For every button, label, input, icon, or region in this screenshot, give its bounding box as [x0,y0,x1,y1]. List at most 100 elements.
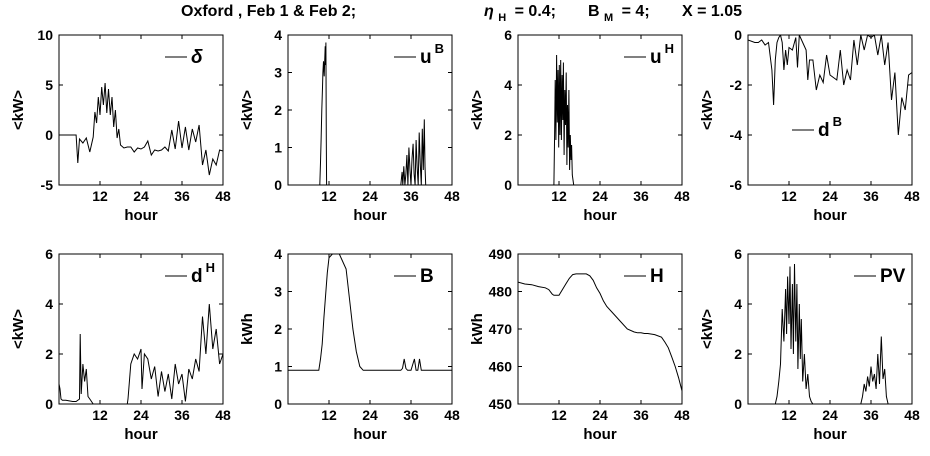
panel-1: 12 24 36 48 -5 0 5 10 hour <kW> δ [10,27,231,224]
x-tick-label: 12 [92,407,108,423]
x-tick-label: 48 [215,188,231,204]
panel-4: 12 24 36 48 -6 -4 -2 0 hour <kW> d B [699,27,920,224]
y-tick-label: 0 [274,396,282,412]
y-axis-label: <kW> [699,90,716,130]
legend-label: δ [191,47,203,68]
x-axis-label: hour [583,207,616,224]
x-tick-label: 24 [362,188,378,204]
x-tick-label: 24 [592,188,608,204]
x-tick-label: 36 [863,188,879,204]
y-tick-label: -6 [730,177,743,193]
y-tick-label: 480 [489,284,513,300]
y-tick-label: 10 [37,27,53,43]
x-tick-label: 24 [362,407,378,423]
x-tick-label: 12 [781,407,797,423]
x-tick-label: 36 [863,407,879,423]
y-tick-label: 490 [489,246,513,262]
y-tick-label: 1 [274,359,282,375]
series-line-1 [748,263,912,404]
y-tick-label: -4 [730,127,743,143]
x-tick-label: 12 [321,407,337,423]
x-axis-label: hour [353,426,386,443]
x-tick-label: 12 [551,188,567,204]
x-axis-label: hour [124,426,157,443]
y-tick-label: 4 [504,77,512,93]
series-line-1 [288,254,452,371]
y-tick-label: 4 [274,246,282,262]
y-tick-label: 1 [274,140,282,156]
x-tick-label: 48 [444,188,460,204]
series-line-1 [518,54,682,185]
y-axis-label: kWh [239,313,256,345]
x-tick-label: 48 [674,188,690,204]
legend-label: PV [880,266,906,287]
y-axis-label: <kW> [469,90,486,130]
x-tick-label: 48 [215,407,231,423]
y-axis-label: <kW> [10,90,27,130]
legend-label: H [650,266,664,287]
x-tick-label: 12 [321,188,337,204]
x-axis-label: hour [353,207,386,224]
x-tick-label: 48 [904,407,920,423]
panel-7: 12 24 36 48 450 460 470 480 490 hour kWh H [469,246,690,443]
x-tick-label: 12 [551,407,567,423]
y-tick-label: 6 [734,246,742,262]
x-tick-label: 36 [403,407,419,423]
x-tick-label: 24 [133,407,149,423]
x-tick-label: 36 [174,407,190,423]
x-axis-label: hour [583,426,616,443]
x-axis-label: hour [813,426,846,443]
y-tick-label: 5 [45,77,53,93]
series-line-2 [400,119,427,185]
y-tick-label: 2 [504,127,512,143]
y-tick-label: 3 [274,284,282,300]
y-tick-label: 2 [274,102,282,118]
series-line-1 [288,42,452,185]
y-tick-label: 470 [489,321,513,337]
y-tick-label: 6 [45,246,53,262]
x-axis-label: hour [124,207,157,224]
x-axis-label: hour [813,207,846,224]
y-tick-label: 4 [274,27,282,43]
plot-frame [747,34,913,186]
x-tick-label: 24 [592,407,608,423]
x-tick-label: 48 [674,407,690,423]
x-tick-label: 12 [92,188,108,204]
x-tick-label: 36 [633,188,649,204]
series-line-1 [59,82,223,176]
y-tick-label: 2 [274,321,282,337]
y-tick-label: -5 [41,177,54,193]
series-line-1 [59,303,223,404]
x-tick-label: 48 [444,407,460,423]
x-tick-label: 36 [633,407,649,423]
y-tick-label: 0 [504,177,512,193]
y-tick-label: 0 [45,127,53,143]
y-tick-label: 2 [45,346,53,362]
x-tick-label: 48 [904,188,920,204]
x-tick-label: 36 [174,188,190,204]
y-axis-label: <kW> [10,309,27,349]
y-tick-label: 2 [734,346,742,362]
x-tick-label: 12 [781,188,797,204]
x-tick-label: 24 [822,188,838,204]
y-tick-label: 0 [274,177,282,193]
y-tick-label: -2 [730,77,743,93]
y-tick-label: 4 [734,296,742,312]
y-tick-label: 6 [504,27,512,43]
y-tick-label: 460 [489,359,513,375]
y-axis-label: <kW> [239,90,256,130]
x-tick-label: 24 [822,407,838,423]
figure-title: Oxford , Feb 1 & Feb 2; η H = 0.4; B M =… [181,3,742,25]
legend-label: B [420,266,434,287]
y-axis-label: kWh [469,313,486,345]
y-tick-label: 3 [274,65,282,81]
